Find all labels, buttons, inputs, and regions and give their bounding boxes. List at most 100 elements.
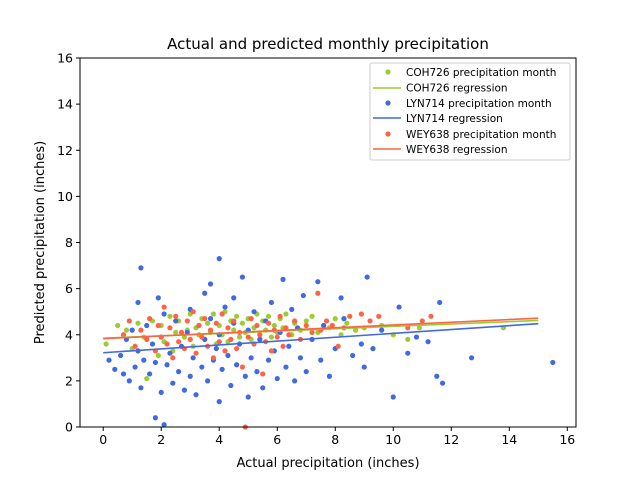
wey638-precipitation-month-point	[283, 325, 289, 331]
wey638-precipitation-month-point	[292, 318, 298, 324]
wey638-precipitation-month-point	[138, 327, 144, 333]
coh726-precipitation-month-point	[234, 313, 240, 319]
coh726-precipitation-month-point	[167, 313, 173, 319]
y-tick-label: 8	[65, 235, 73, 250]
coh726-precipitation-month-point	[309, 313, 315, 319]
lyn714-precipitation-month-point	[468, 355, 475, 361]
lyn714-precipitation-month-point	[268, 299, 275, 306]
wey638-precipitation-month-point	[190, 309, 196, 315]
lyn714-precipitation-month-point	[147, 371, 153, 377]
lyn714-precipitation-month-point	[173, 318, 179, 324]
wey638-precipitation-month-point	[144, 336, 150, 342]
lyn714-precipitation-month-point	[260, 385, 266, 391]
wey638-precipitation-month-point	[164, 341, 170, 347]
coh726-precipitation-month-point	[265, 313, 272, 319]
legend-marker-lyn714-points	[385, 100, 391, 106]
x-tick-label: 2	[157, 432, 165, 447]
lyn714-precipitation-month-point	[239, 274, 246, 280]
legend-marker-coh726-points	[385, 69, 391, 75]
wey638-precipitation-month-point	[315, 290, 321, 296]
wey638-precipitation-month-point	[147, 316, 153, 322]
lyn714-precipitation-month-point	[129, 327, 135, 333]
coh726-precipitation-month-point	[123, 327, 130, 333]
wey638-precipitation-month-point	[280, 343, 286, 349]
lyn714-precipitation-month-point	[213, 345, 219, 352]
legend-label-coh726-line: COH726 regression	[406, 83, 508, 95]
wey638-precipitation-month-point	[277, 313, 283, 319]
lyn714-precipitation-month-point	[176, 369, 182, 375]
wey638-precipitation-month-point	[419, 318, 425, 324]
wey638-precipitation-month-point	[286, 332, 292, 338]
lyn714-precipitation-month-point	[321, 322, 327, 329]
wey638-precipitation-month-point	[335, 343, 341, 349]
coh726-precipitation-month-point	[405, 336, 411, 342]
lyn714-precipitation-month-point	[152, 359, 159, 366]
coh726-precipitation-month-point	[332, 316, 338, 322]
wey638-precipitation-month-point	[187, 336, 193, 342]
lyn714-precipitation-month-point	[379, 327, 385, 333]
lyn714-precipitation-month-point	[144, 322, 150, 329]
regression-lines-layer	[103, 317, 539, 354]
lyn714-precipitation-month-point	[225, 352, 231, 359]
y-tick-label: 16	[57, 51, 73, 66]
wey638-precipitation-month-point	[228, 336, 234, 342]
lyn714-precipitation-month-point	[207, 281, 214, 287]
lyn714-precipitation-month-point	[338, 295, 344, 301]
lyn714-precipitation-month-point	[390, 394, 396, 400]
wey638-precipitation-month-point	[260, 371, 266, 377]
lyn714-precipitation-month-point	[361, 364, 367, 370]
lyn714-precipitation-month-point	[318, 357, 324, 363]
wey638-precipitation-month-point	[323, 318, 330, 324]
coh726-precipitation-month-point	[283, 311, 289, 317]
legend-label-coh726-points: COH726 precipitation month	[406, 67, 556, 79]
lyn714-precipitation-month-point	[184, 329, 190, 336]
lyn714-precipitation-month-point	[207, 316, 214, 322]
wey638-precipitation-month-point	[268, 348, 275, 354]
y-axis-label: Predicted precipitation (inches)	[33, 141, 48, 344]
lyn714-precipitation-month-point	[370, 345, 376, 352]
y-tick-label: 14	[57, 97, 73, 112]
coh726-precipitation-month-point	[239, 320, 246, 326]
wey638-precipitation-month-point	[161, 304, 167, 310]
coh726-precipitation-month-point	[236, 334, 243, 340]
lyn714-precipitation-month-point	[216, 399, 222, 405]
lyn714-precipitation-month-point	[364, 274, 370, 280]
wey638-precipitation-month-point	[202, 316, 208, 322]
wey638-precipitation-month-point	[274, 334, 280, 340]
lyn714-precipitation-month-point	[222, 304, 228, 310]
lyn714-precipitation-month-point	[112, 366, 118, 372]
lyn714-precipitation-month-point	[199, 364, 205, 370]
lyn714-precipitation-month-point	[254, 369, 260, 375]
lyn714-precipitation-month-point	[161, 311, 167, 317]
wey638-precipitation-month-point	[178, 329, 185, 336]
lyn714-precipitation-month-point	[257, 336, 263, 342]
wey638-precipitation-month-point	[126, 318, 132, 324]
coh726-precipitation-month-point	[268, 334, 275, 340]
x-tick-label: 6	[273, 432, 281, 447]
wey638-precipitation-month-point	[239, 364, 246, 370]
wey638-regression-line	[103, 317, 539, 340]
wey638-precipitation-month-point	[347, 313, 353, 319]
lyn714-precipitation-month-point	[158, 389, 164, 396]
lyn714-precipitation-month-point	[132, 364, 138, 370]
lyn714-precipitation-month-point	[138, 385, 144, 391]
lyn714-precipitation-month-point	[413, 334, 420, 340]
legend-marker-wey638-points	[385, 131, 391, 137]
lyn714-precipitation-month-point	[292, 378, 298, 384]
lyn714-precipitation-month-point	[245, 394, 251, 400]
x-tick-label: 14	[501, 432, 517, 447]
coh726-precipitation-month-point	[173, 329, 179, 336]
y-tick-label: 0	[65, 420, 73, 435]
coh726-precipitation-month-point	[155, 352, 161, 359]
x-tick-label: 4	[215, 432, 223, 447]
lyn714-precipitation-month-point	[167, 350, 173, 356]
lyn714-regression-line	[103, 322, 539, 354]
wey638-precipitation-month-point	[376, 313, 382, 319]
lyn714-precipitation-month-point	[550, 359, 556, 366]
lyn714-precipitation-month-point	[181, 387, 188, 393]
wey638-precipitation-month-point	[225, 325, 231, 331]
legend: COH726 precipitation month COH726 regres…	[369, 62, 571, 161]
wey638-precipitation-month-point	[132, 343, 138, 349]
wey638-precipitation-month-point	[248, 316, 254, 322]
